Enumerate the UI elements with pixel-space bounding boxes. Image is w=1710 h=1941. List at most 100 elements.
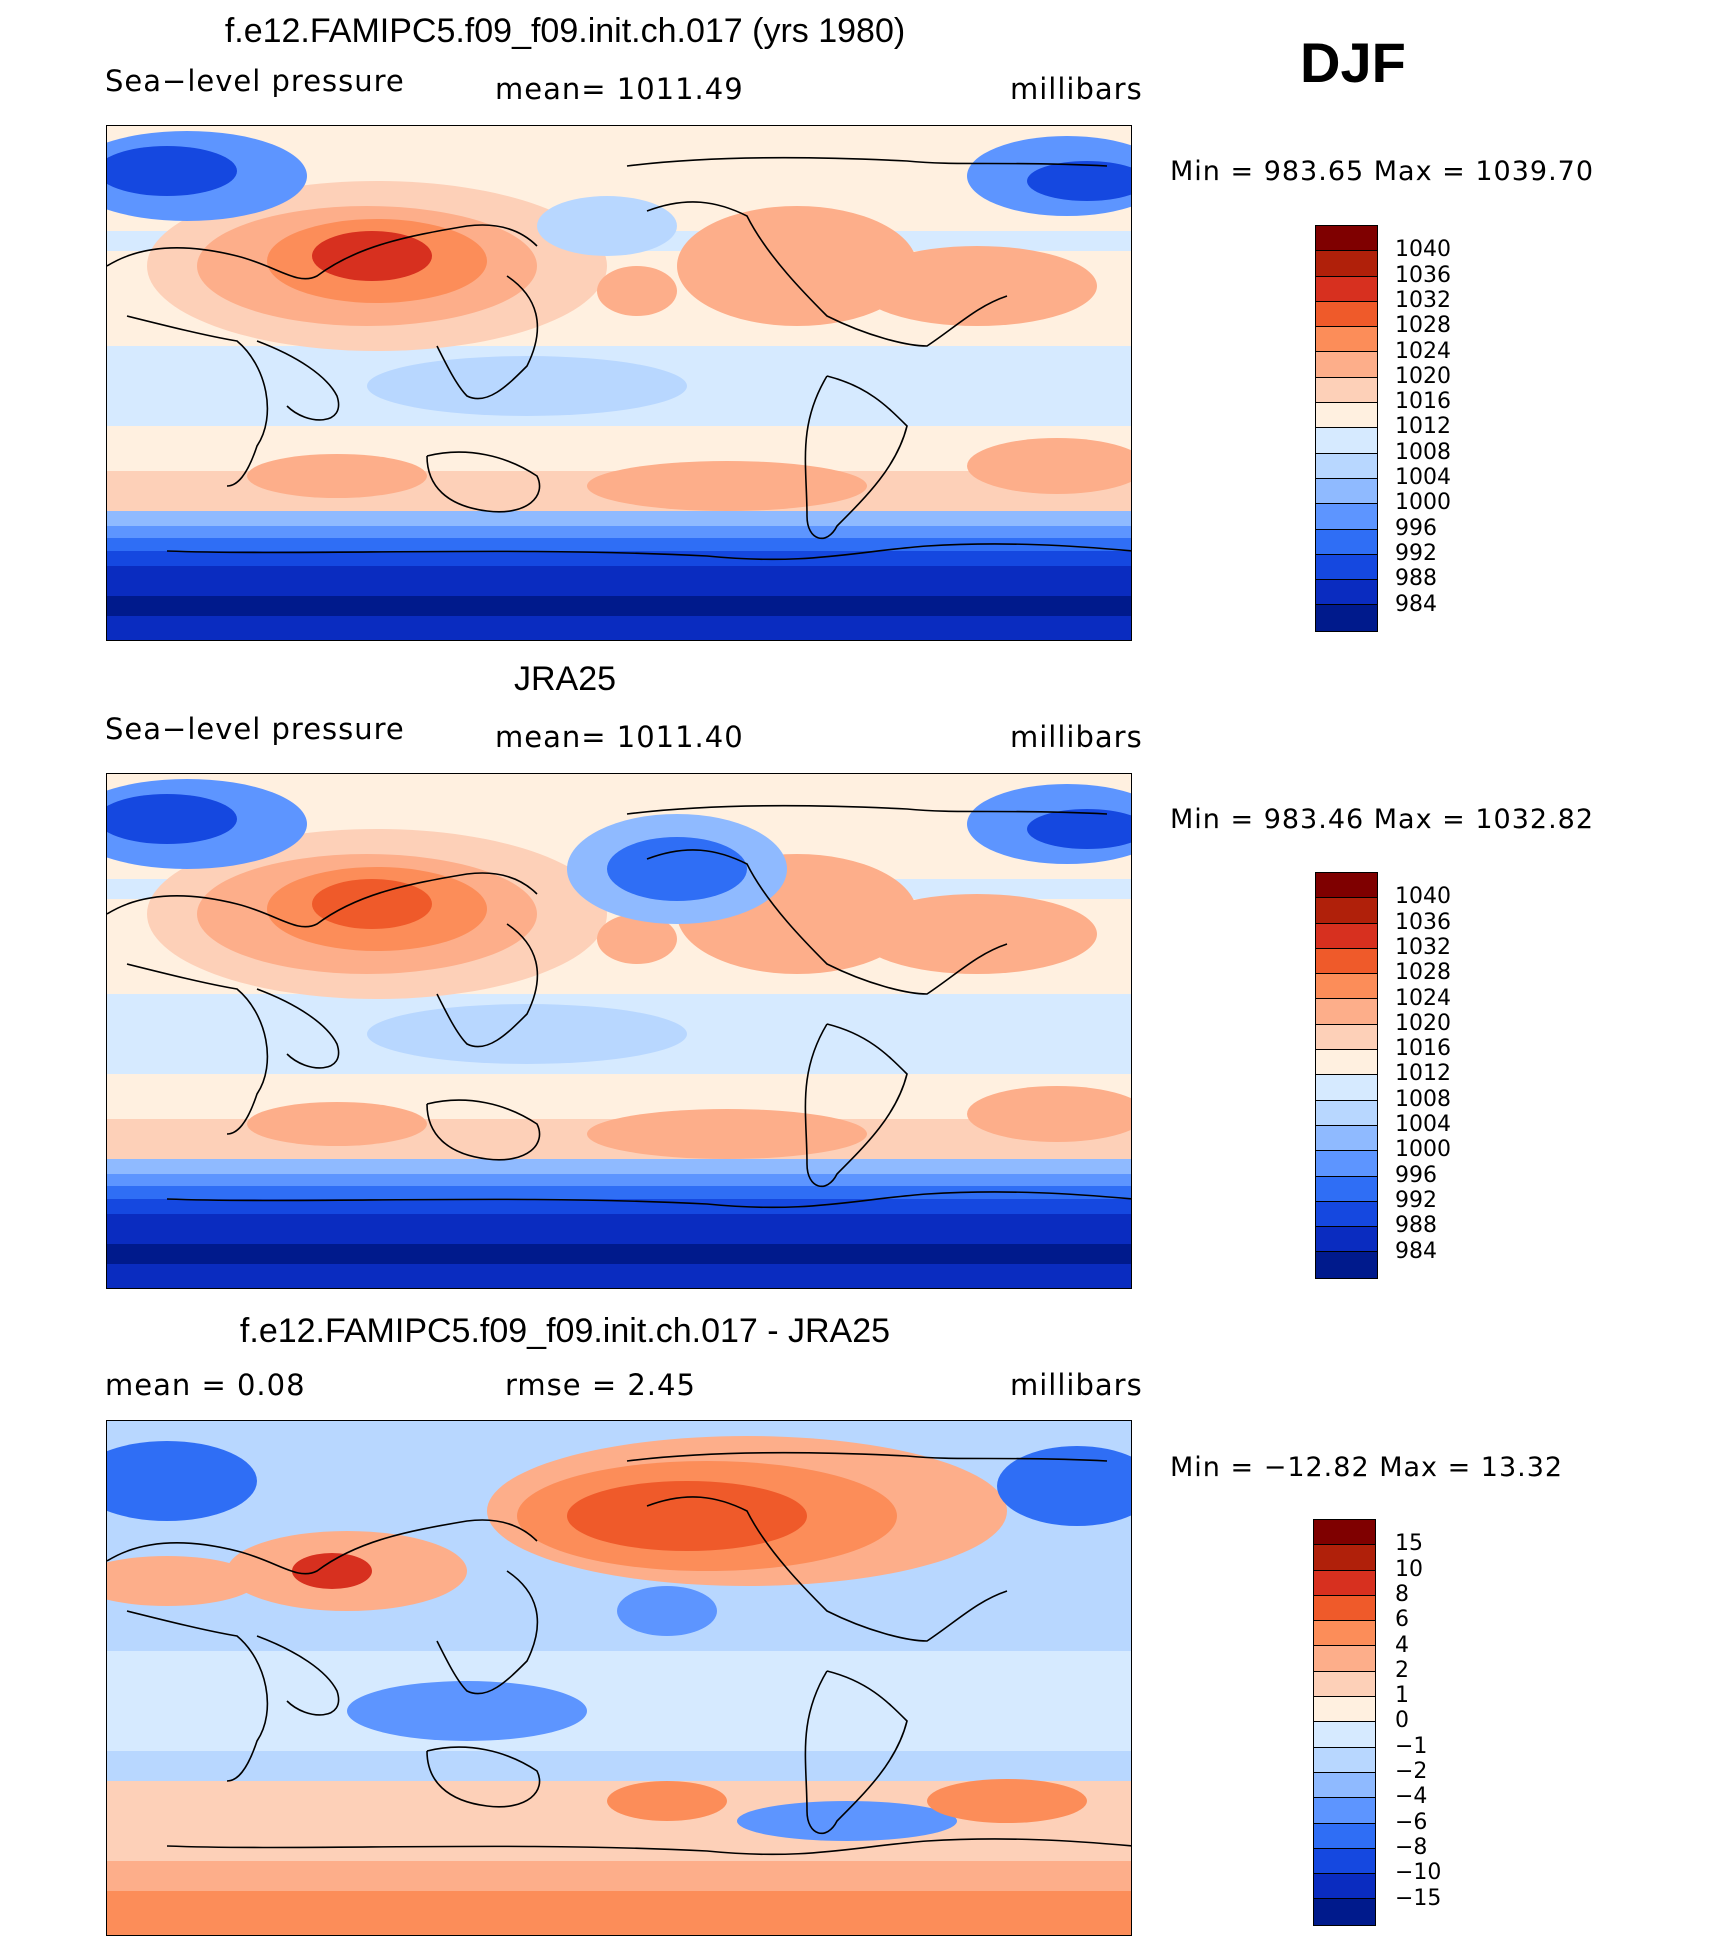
coastline: [804, 1023, 908, 1188]
colorbar-swatch: [1316, 1252, 1377, 1278]
colorbar-label: −6: [1395, 1809, 1428, 1835]
colorbar-swatch: [1316, 1050, 1377, 1076]
panel-1-mean: mean= 1011.49: [495, 72, 744, 106]
colorbar-swatch: [1316, 1151, 1377, 1177]
colorbar-label: 1008: [1395, 439, 1451, 465]
colorbar-label: −4: [1395, 1784, 1428, 1810]
atlantic-negative: [997, 1446, 1131, 1526]
colorbar-label: 1: [1395, 1683, 1409, 1709]
colorbar-label: 1036: [1395, 909, 1451, 935]
colorbar-swatch: [1314, 1671, 1375, 1698]
colorbar-swatch: [1316, 605, 1377, 631]
colorbar-label: 1004: [1395, 465, 1451, 490]
colorbar-label: 988: [1395, 1213, 1437, 1239]
colorbar-swatch: [1314, 1823, 1375, 1849]
colorbar-swatch: [1316, 377, 1377, 404]
south-negative: [737, 1801, 957, 1841]
aleutian-low: [607, 837, 747, 901]
colorbar-label: 1000: [1395, 1137, 1451, 1163]
atlantic-high: [857, 894, 1097, 974]
panel-3-map-svg: [107, 1421, 1131, 1935]
coastline: [646, 1496, 1008, 1642]
panel-1-map: [106, 125, 1132, 641]
colorbar-label: 1028: [1395, 960, 1451, 986]
colorbar-swatch: [1314, 1646, 1375, 1672]
panel-2-minmax: Min = 983.46 Max = 1032.82: [1170, 804, 1595, 835]
icelandic-low: [1027, 161, 1131, 201]
coastline: [126, 315, 269, 487]
tropical-negative: [347, 1681, 587, 1741]
atlantic-high: [857, 246, 1097, 326]
coastline: [166, 1838, 1131, 1856]
colorbar-swatch: [1314, 1595, 1375, 1622]
colorbar-label: 1024: [1395, 338, 1451, 364]
colorbar-label: 10: [1395, 1556, 1423, 1582]
aleutian-low: [537, 196, 677, 256]
colorbar-label: 1024: [1395, 985, 1451, 1011]
south-positive: [927, 1779, 1087, 1823]
colorbar-swatch: [1316, 251, 1377, 277]
south-high: [967, 438, 1131, 494]
panel-2-title: JRA25: [513, 660, 617, 698]
colorbar-label: 1032: [1395, 934, 1451, 960]
colorbar-swatch: [1314, 1772, 1375, 1799]
colorbar-swatch: [1316, 898, 1377, 924]
coastline: [256, 988, 340, 1069]
equatorial-low: [367, 1004, 687, 1064]
colorbar-swatch: [1316, 1024, 1377, 1051]
field-band: [107, 1264, 1131, 1288]
colorbar-label: −10: [1395, 1860, 1442, 1886]
colorbar-swatch: [1316, 504, 1377, 530]
panel-2-map-svg: [107, 774, 1131, 1288]
coastline: [126, 963, 269, 1135]
colorbar-label: 1032: [1395, 287, 1451, 313]
coastline: [256, 1635, 340, 1716]
south-high: [247, 1102, 427, 1146]
asia-anomaly: [292, 1553, 372, 1589]
panel-3-units: millibars: [1010, 1368, 1143, 1402]
panel-2-units: millibars: [1010, 720, 1143, 754]
panel-2-map: [106, 773, 1132, 1289]
colorbar-swatch: [1316, 301, 1377, 328]
europe-anomaly: [107, 1556, 257, 1606]
coastline: [107, 872, 538, 928]
colorbar-label: −2: [1395, 1759, 1428, 1784]
coastline: [256, 340, 340, 421]
colorbar-swatch: [1316, 580, 1377, 606]
panel-2-colorbar: [1315, 872, 1378, 1279]
colorbar-swatch: [1316, 554, 1377, 581]
south-high: [587, 461, 867, 511]
coastline: [126, 1610, 269, 1782]
colorbar-label: 1012: [1395, 1061, 1451, 1087]
colorbar-label: 1016: [1395, 389, 1451, 415]
colorbar-label: 1020: [1395, 1010, 1451, 1036]
colorbar-label: 996: [1395, 515, 1437, 541]
colorbar-swatch: [1316, 352, 1377, 378]
coastline: [426, 451, 541, 513]
panel-1-units: millibars: [1010, 72, 1143, 106]
coastline: [646, 201, 1008, 347]
coastline: [646, 849, 1008, 995]
colorbar-swatch: [1316, 226, 1377, 252]
colorbar-swatch: [1316, 974, 1377, 1000]
south-high: [247, 454, 427, 498]
colorbar-swatch: [1316, 478, 1377, 505]
colorbar-label: 4: [1395, 1632, 1409, 1658]
siberian-high: [312, 879, 432, 929]
colorbar-label: 1016: [1395, 1036, 1451, 1062]
panel-1-variable: Sea−level pressure: [105, 64, 405, 98]
panel-1-colorbar: [1315, 225, 1378, 632]
colorbar-swatch: [1314, 1848, 1375, 1875]
colorbar-swatch: [1314, 1545, 1375, 1571]
namerica-high: [677, 206, 917, 326]
south-high: [587, 1109, 867, 1159]
panel-3-rmse: rmse = 2.45: [505, 1368, 696, 1402]
colorbar-label: 984: [1395, 591, 1437, 617]
colorbar-label: −8: [1395, 1834, 1428, 1860]
colorbar-swatch: [1316, 1176, 1377, 1202]
panel-2-variable: Sea−level pressure: [105, 712, 405, 746]
colorbar-swatch: [1316, 529, 1377, 555]
coastline: [426, 1746, 541, 1808]
colorbar-label: 992: [1395, 540, 1437, 566]
icelandic-low: [107, 794, 237, 844]
